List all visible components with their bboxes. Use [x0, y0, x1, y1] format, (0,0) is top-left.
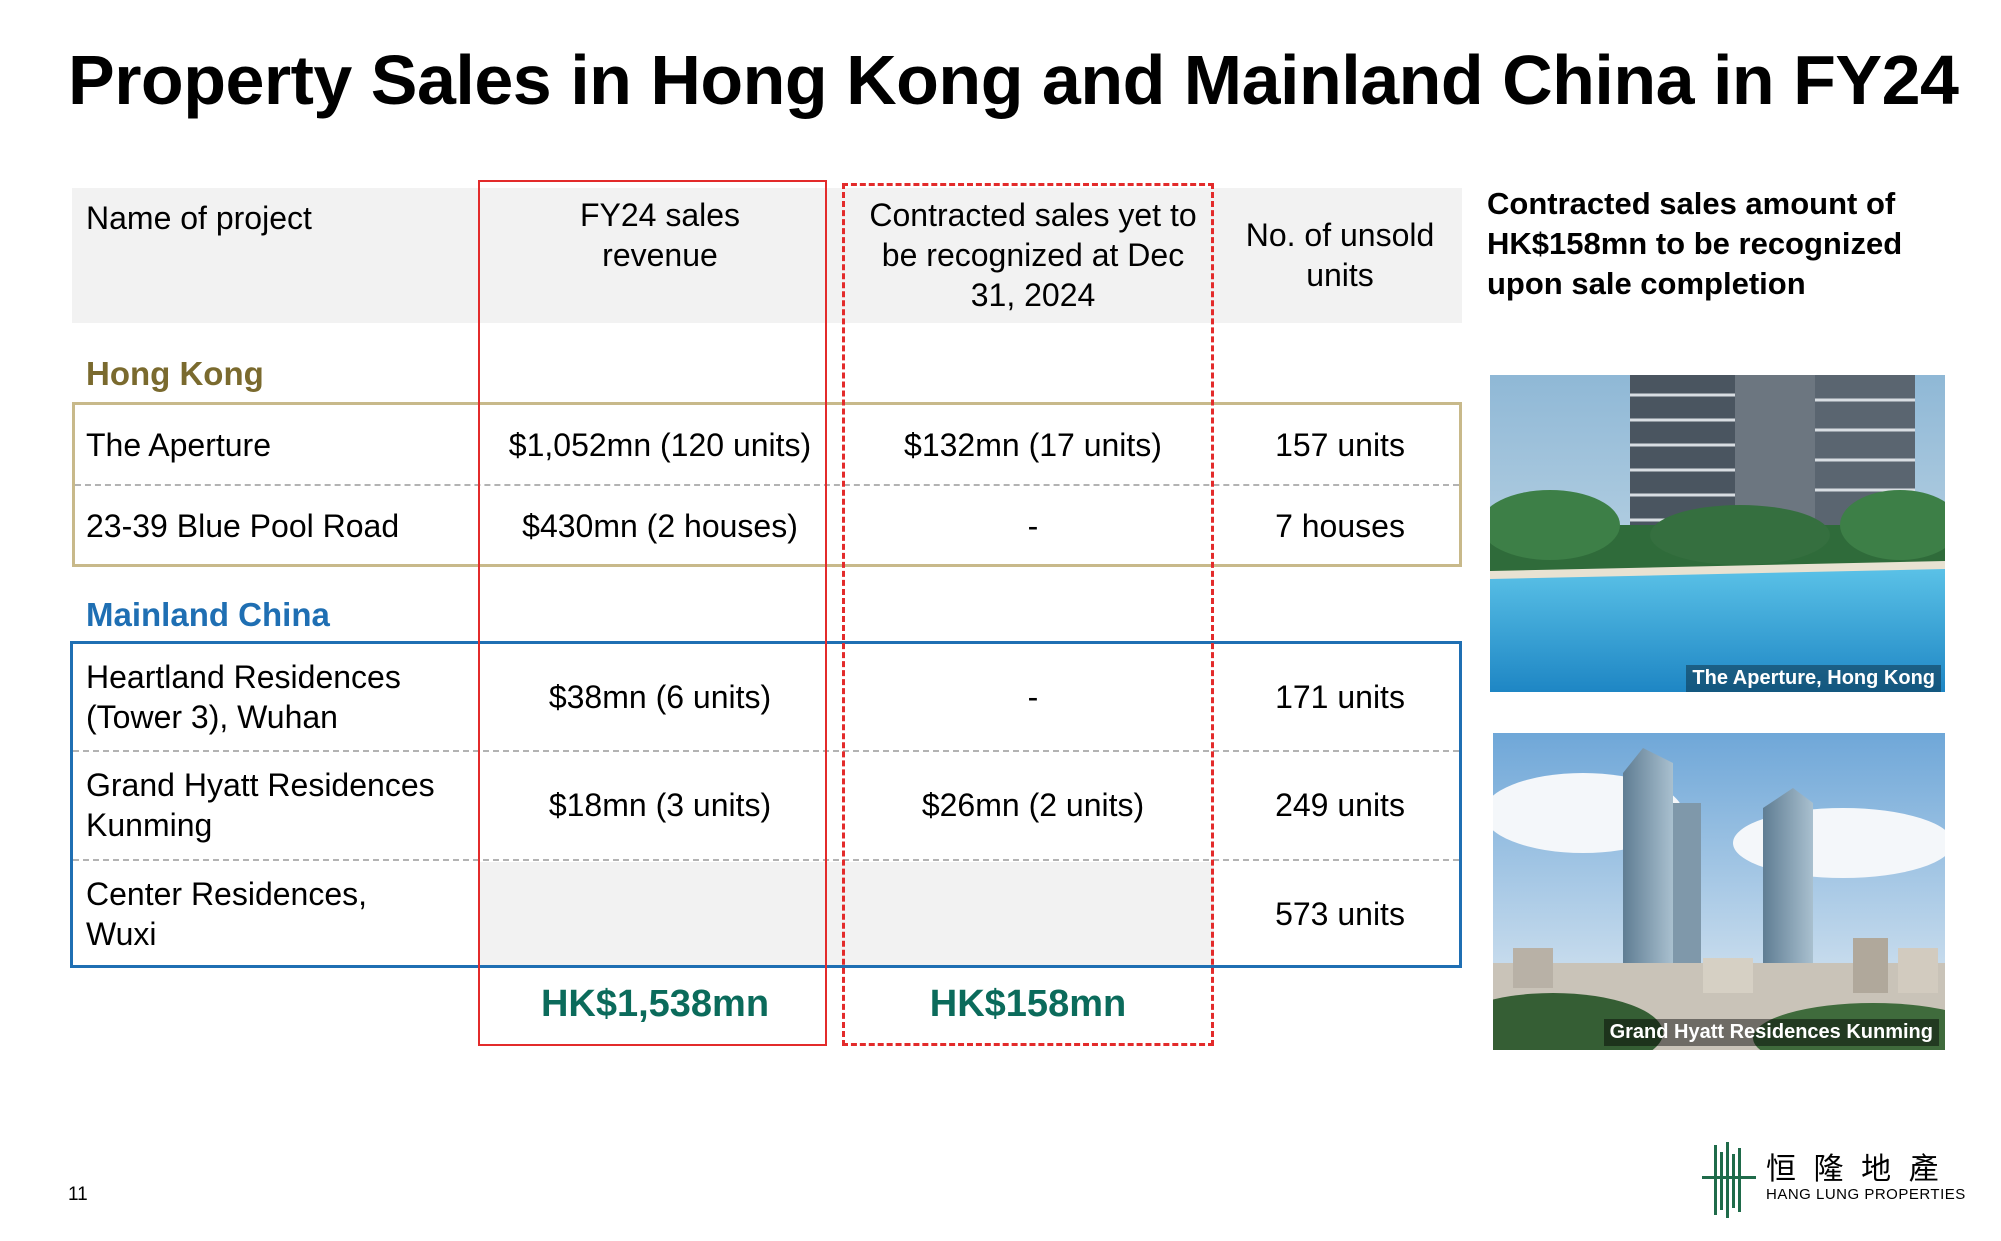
header-revenue: FY24 sales revenue: [579, 197, 741, 273]
page-number: 11: [68, 1184, 88, 1205]
project-name: The Aperture: [86, 427, 271, 463]
hong-kong-box: [72, 402, 1462, 567]
contracted-highlight-box: [842, 183, 1214, 1046]
hang-lung-logo: 恒 隆 地 產 HANG LUNG PROPERTIES: [1700, 1140, 1965, 1220]
side-note: Contracted sales amount of HK$158mn to b…: [1487, 186, 1903, 301]
row-divider: [73, 859, 1459, 861]
contracted-value: -: [1027, 508, 1039, 544]
contracted-value: -: [1027, 679, 1039, 715]
kunming-photo: Grand Hyatt Residences Kunming: [1493, 733, 1945, 1050]
header-project: Name of project: [86, 199, 312, 236]
logo-mark-icon: [1702, 1142, 1756, 1218]
project-name: 23-39 Blue Pool Road: [86, 508, 400, 544]
section-mainland-china: Mainland China: [86, 596, 330, 633]
unsold-value: 573 units: [1275, 896, 1405, 932]
contracted-value: $26mn (2 units): [921, 787, 1145, 823]
revenue-value: $18mn (3 units): [548, 787, 772, 823]
unsold-value: 157 units: [1275, 427, 1405, 463]
revenue-highlight-box: [478, 180, 827, 1046]
project-name: Center Residences, Wuxi: [86, 876, 368, 952]
revenue-value: $430mn (2 houses): [522, 508, 798, 544]
total-revenue: HK$1,538mn: [540, 983, 770, 1025]
header-contracted: Contracted sales yet to be recognized at…: [869, 197, 1197, 313]
row-divider: [75, 484, 1459, 486]
revenue-value: $38mn (6 units): [548, 679, 772, 715]
project-name: Heartland Residences (Tower 3), Wuhan: [86, 659, 401, 735]
mainland-box: [70, 641, 1462, 968]
page-title: Property Sales in Hong Kong and Mainland…: [68, 41, 1959, 119]
logo-chinese: 恒 隆 地 產: [1766, 1152, 1943, 1187]
total-contracted: HK$158mn: [929, 983, 1127, 1025]
row-divider: [73, 750, 1459, 752]
logo-english: HANG LUNG PROPERTIES: [1766, 1186, 1966, 1203]
empty-cells-bg: [478, 862, 1214, 967]
contracted-value: $132mn (17 units): [904, 427, 1162, 463]
unsold-value: 7 houses: [1275, 508, 1405, 544]
section-hong-kong: Hong Kong: [86, 355, 264, 392]
photo-caption: Grand Hyatt Residences Kunming: [1603, 1019, 1939, 1046]
photo-caption: The Aperture, Hong Kong: [1686, 665, 1941, 692]
unsold-value: 249 units: [1275, 787, 1405, 823]
unsold-value: 171 units: [1275, 679, 1405, 715]
header-unsold: No. of unsold units: [1245, 217, 1435, 293]
aperture-photo: The Aperture, Hong Kong: [1490, 375, 1945, 692]
project-name: Grand Hyatt Residences Kunming: [86, 767, 435, 843]
revenue-value: $1,052mn (120 units): [508, 427, 812, 463]
table-header-bg: [72, 188, 1462, 323]
